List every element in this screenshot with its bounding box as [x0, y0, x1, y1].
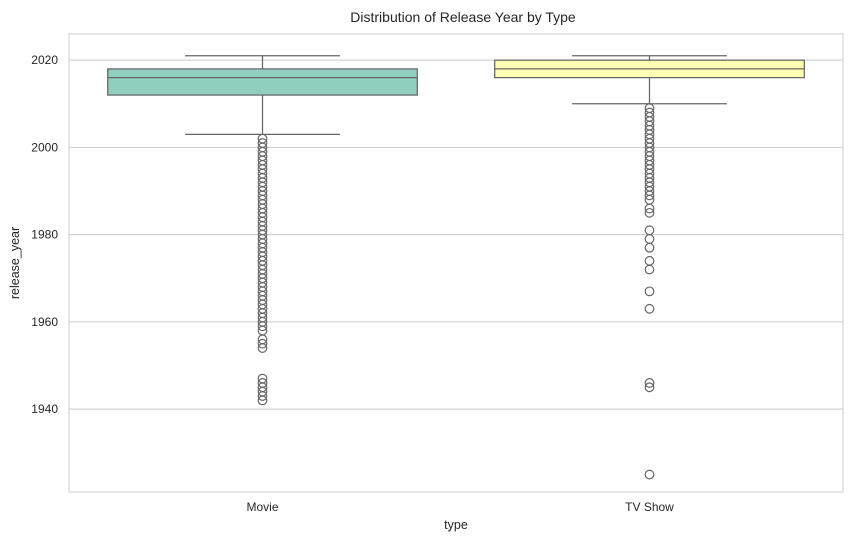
outlier-point: [257, 138, 268, 148]
y-axis-ticks: 1940 1960 1980 2000 2020: [31, 53, 58, 416]
x-tick-label: TV Show: [625, 500, 674, 514]
y-tick-label: 2020: [31, 53, 58, 67]
outlier-point: [644, 207, 655, 218]
outlier-point: [644, 286, 655, 297]
y-tick-label: 2000: [31, 140, 58, 154]
outlier-point: [257, 133, 268, 144]
box-movie: [107, 55, 418, 406]
outlier-point: [644, 103, 655, 114]
x-axis-ticks: Movie TV Show: [246, 500, 674, 514]
outlier-point: [644, 382, 655, 393]
outlier-point: [257, 338, 268, 349]
outlier-point: [257, 373, 268, 384]
outlier-point: [644, 242, 655, 253]
outlier-point: [644, 378, 655, 388]
y-axis-label: release_year: [8, 227, 22, 299]
outlier-point: [644, 255, 655, 266]
outlier-point: [644, 234, 655, 244]
chart-title: Distribution of Release Year by Type: [350, 9, 576, 25]
outlier-point: [644, 225, 655, 236]
outlier-point: [257, 378, 268, 388]
y-tick-label: 1980: [31, 228, 58, 242]
boxes: [107, 55, 805, 480]
iqr-box: [107, 68, 418, 96]
outlier-point: [644, 303, 655, 314]
outlier-point: [644, 469, 655, 480]
x-tick-label: Movie: [246, 500, 278, 514]
y-tick-label: 1940: [31, 402, 58, 416]
gridlines: [69, 59, 843, 410]
x-axis-label: type: [444, 518, 468, 532]
outlier-point: [644, 264, 655, 275]
outlier-point: [644, 107, 655, 118]
box-tv-show: [494, 55, 805, 480]
plot-area: [68, 33, 844, 493]
y-tick-label: 1960: [31, 315, 58, 329]
